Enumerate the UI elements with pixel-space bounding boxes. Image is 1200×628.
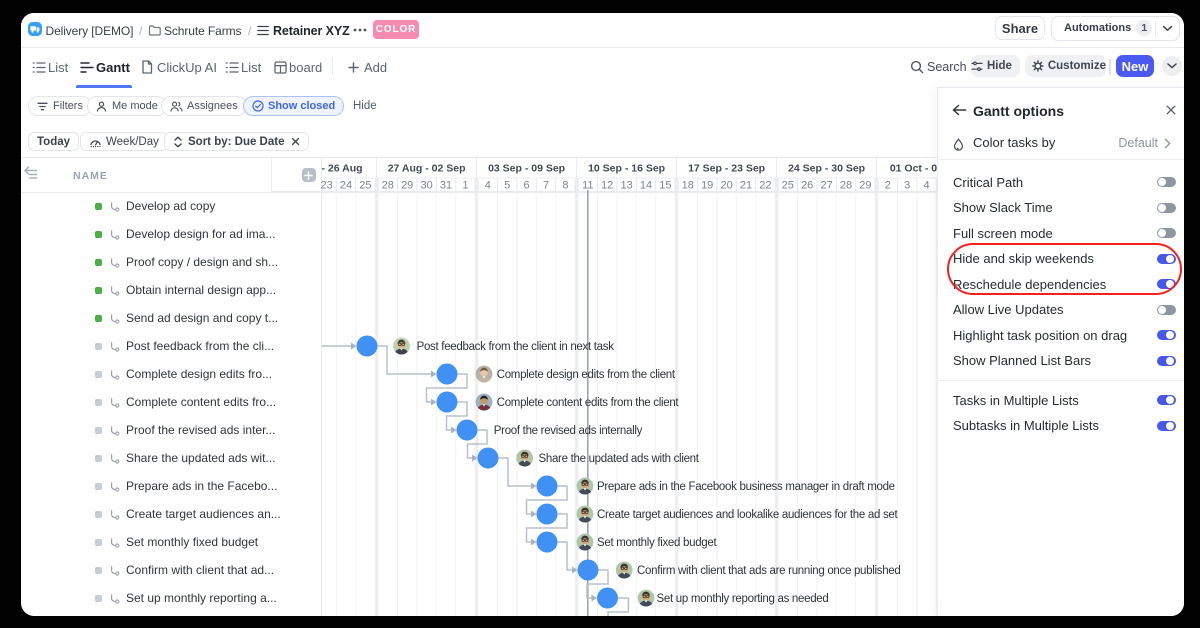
svg-text:23: 23: [320, 180, 332, 192]
svg-text:24: 24: [340, 180, 352, 192]
svg-text:12: 12: [601, 180, 613, 192]
svg-text:30: 30: [420, 180, 432, 192]
svg-text:1: 1: [462, 180, 468, 192]
svg-text:22: 22: [759, 180, 771, 192]
svg-text:Complete design edits from the: Complete design edits from the client: [497, 369, 676, 381]
svg-text:18: 18: [682, 180, 694, 192]
svg-text:Set monthly fixed budget: Set monthly fixed budget: [597, 537, 717, 549]
svg-text:7: 7: [543, 180, 549, 192]
svg-text:4: 4: [924, 180, 930, 192]
svg-text:27 Aug - 02 Sep: 27 Aug - 02 Sep: [388, 163, 466, 175]
svg-text:01 Oct - 07 Oct: 01 Oct - 07 Oct: [890, 163, 938, 175]
svg-text:8: 8: [562, 180, 568, 192]
svg-text:29: 29: [401, 180, 413, 192]
svg-text:25: 25: [359, 180, 371, 192]
svg-text:13: 13: [620, 180, 632, 192]
svg-text:Set up monthly reporting as ne: Set up monthly reporting as needed: [657, 593, 829, 605]
svg-text:Confirm with client that ads a: Confirm with client that ads are running…: [637, 565, 901, 577]
svg-text:Create target audiences and lo: Create target audiences and lookalike au…: [597, 509, 899, 521]
svg-text:2: 2: [885, 180, 891, 192]
svg-text:03 Sep - 09 Sep: 03 Sep - 09 Sep: [488, 163, 565, 175]
svg-text:14: 14: [640, 180, 652, 192]
svg-text:28: 28: [382, 180, 394, 192]
svg-text:27: 27: [820, 180, 832, 192]
svg-text:29: 29: [859, 180, 871, 192]
svg-text:21: 21: [740, 180, 752, 192]
svg-text:3: 3: [904, 180, 910, 192]
svg-text:4: 4: [485, 180, 491, 192]
svg-text:28: 28: [840, 180, 852, 192]
svg-text:5: 5: [504, 180, 510, 192]
svg-text:25: 25: [782, 180, 794, 192]
svg-text:Post feedback from the client: Post feedback from the client in next ta…: [417, 341, 615, 353]
svg-text:24 Sep - 30 Sep: 24 Sep - 30 Sep: [788, 163, 865, 175]
svg-text:6: 6: [524, 180, 530, 192]
svg-text:19: 19: [701, 180, 713, 192]
svg-text:26: 26: [801, 180, 813, 192]
svg-text:Share the updated ads with cli: Share the updated ads with client: [539, 453, 700, 465]
svg-text:Prepare ads in the Facebook bu: Prepare ads in the Facebook business man…: [597, 481, 895, 493]
svg-text:15: 15: [659, 180, 671, 192]
svg-text:Proof the revised ads internal: Proof the revised ads internally: [494, 425, 643, 437]
svg-text:10 Sep - 16 Sep: 10 Sep - 16 Sep: [588, 163, 665, 175]
svg-text:11: 11: [582, 180, 593, 192]
svg-text:17 Sep - 23 Sep: 17 Sep - 23 Sep: [688, 163, 765, 175]
svg-text:- 26 Aug: - 26 Aug: [321, 163, 362, 175]
svg-text:20: 20: [720, 180, 732, 192]
svg-text:31: 31: [440, 180, 452, 192]
svg-text:Complete content edits from th: Complete content edits from the client: [497, 397, 680, 409]
